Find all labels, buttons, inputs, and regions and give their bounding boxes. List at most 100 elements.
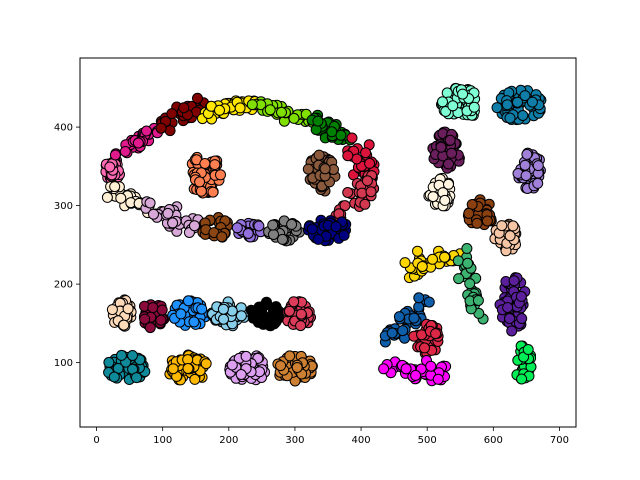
data-point xyxy=(386,327,398,339)
data-point xyxy=(464,278,476,290)
data-point xyxy=(189,220,200,232)
data-point xyxy=(167,217,179,229)
data-point xyxy=(461,243,473,254)
data-point xyxy=(443,158,454,170)
data-point xyxy=(194,176,206,188)
data-point xyxy=(275,360,287,372)
data-point xyxy=(312,233,324,245)
data-point xyxy=(517,110,529,121)
data-point xyxy=(446,147,458,159)
data-point xyxy=(235,369,247,380)
series-32 xyxy=(462,194,497,231)
series-31 xyxy=(423,172,456,212)
data-point xyxy=(339,200,351,212)
data-point xyxy=(408,312,420,324)
data-point xyxy=(277,233,288,245)
data-point xyxy=(215,169,226,181)
data-point xyxy=(270,303,282,314)
data-point xyxy=(119,146,131,157)
series-13 xyxy=(197,212,233,243)
data-point xyxy=(302,163,314,175)
data-point xyxy=(439,194,451,206)
data-point xyxy=(441,87,453,99)
series-36 xyxy=(494,272,531,337)
data-point xyxy=(141,125,152,137)
y-tick-label: 300 xyxy=(54,201,73,212)
data-point xyxy=(251,308,263,319)
x-tick-label: 300 xyxy=(285,435,304,446)
data-point xyxy=(516,313,528,324)
data-point xyxy=(515,290,527,302)
data-point xyxy=(393,311,405,323)
data-point xyxy=(364,157,376,169)
data-point xyxy=(218,313,229,325)
series-16 xyxy=(302,214,352,247)
series-3 xyxy=(155,92,209,137)
data-point xyxy=(508,275,520,287)
data-point xyxy=(397,325,409,337)
data-point xyxy=(226,359,238,371)
series-5 xyxy=(246,96,319,128)
x-tick-label: 700 xyxy=(550,435,569,446)
data-point xyxy=(519,159,531,171)
data-point xyxy=(472,295,484,306)
series-39 xyxy=(378,355,452,387)
data-point xyxy=(330,221,342,233)
series-24 xyxy=(164,349,212,386)
data-point xyxy=(506,325,518,337)
data-point xyxy=(447,100,459,112)
data-point xyxy=(351,153,363,165)
series-15 xyxy=(263,215,305,247)
series-34 xyxy=(399,245,466,284)
data-point xyxy=(131,372,142,384)
series-26 xyxy=(272,350,318,387)
data-point xyxy=(118,319,130,331)
data-point xyxy=(378,363,390,375)
data-point xyxy=(284,350,296,362)
data-point xyxy=(216,231,228,243)
data-point xyxy=(359,198,371,210)
data-point xyxy=(273,312,285,324)
data-point xyxy=(427,191,439,203)
data-point xyxy=(167,363,179,375)
data-point xyxy=(127,350,138,361)
data-point xyxy=(326,126,338,138)
y-tick-label: 100 xyxy=(54,358,73,369)
data-point xyxy=(231,222,243,234)
data-point xyxy=(526,96,538,108)
data-point xyxy=(175,308,187,320)
x-tick-label: 600 xyxy=(484,435,503,446)
data-point xyxy=(122,303,134,315)
data-point xyxy=(267,219,279,231)
y-tick-label: 400 xyxy=(54,123,73,134)
series-33 xyxy=(489,218,522,257)
data-point xyxy=(416,261,428,272)
data-point xyxy=(462,257,474,269)
data-point xyxy=(288,112,300,124)
data-point xyxy=(101,191,113,203)
data-point xyxy=(189,373,201,385)
data-point xyxy=(360,147,372,159)
data-point xyxy=(182,295,194,307)
data-points xyxy=(100,82,547,387)
data-point xyxy=(512,96,523,108)
series-29 xyxy=(427,126,465,174)
series-2 xyxy=(109,122,163,161)
series-35 xyxy=(452,243,489,325)
data-point xyxy=(410,369,422,381)
data-point xyxy=(246,99,258,111)
data-point xyxy=(200,358,212,370)
data-point xyxy=(195,185,207,197)
data-point xyxy=(306,223,318,235)
data-point xyxy=(164,125,176,137)
data-point xyxy=(412,245,423,257)
data-point xyxy=(242,228,254,239)
data-point xyxy=(491,102,503,114)
data-point xyxy=(209,159,221,171)
series-27 xyxy=(436,82,481,121)
series-14 xyxy=(231,217,267,243)
data-point xyxy=(507,220,519,232)
data-point xyxy=(144,197,156,209)
data-point xyxy=(295,320,307,332)
